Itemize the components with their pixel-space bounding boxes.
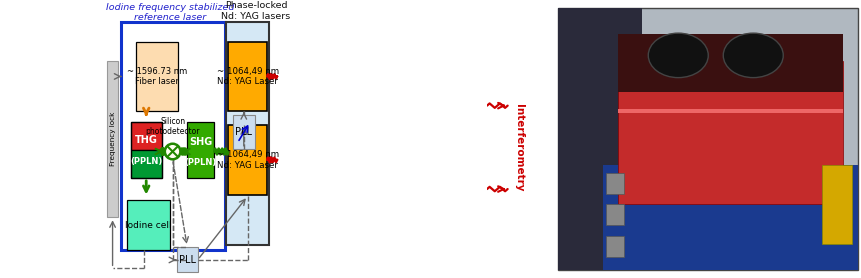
Bar bbox=[228, 42, 267, 111]
Bar bbox=[821, 165, 852, 244]
Text: Frequency lock: Frequency lock bbox=[109, 112, 115, 166]
Bar bbox=[228, 125, 267, 195]
Text: ~ 1064,49 nm
Nd: YAG Laser: ~ 1064,49 nm Nd: YAG Laser bbox=[216, 67, 278, 86]
Bar bbox=[186, 122, 214, 178]
Bar bbox=[617, 61, 842, 204]
Circle shape bbox=[164, 144, 180, 159]
Text: (PPLN): (PPLN) bbox=[184, 158, 216, 167]
Bar bbox=[605, 204, 623, 225]
Bar bbox=[131, 122, 161, 178]
Text: Phase-locked
Nd: YAG lasers: Phase-locked Nd: YAG lasers bbox=[221, 1, 290, 21]
Text: PLL: PLL bbox=[235, 127, 252, 137]
Bar bbox=[558, 8, 641, 270]
Bar bbox=[232, 115, 255, 149]
Bar bbox=[617, 34, 842, 92]
Text: Iodine cell: Iodine cell bbox=[125, 221, 171, 230]
Bar bbox=[127, 200, 170, 250]
Bar bbox=[558, 8, 858, 270]
Text: Silicon
photodetector: Silicon photodetector bbox=[146, 117, 200, 136]
Text: ~ 1064,49 nm
Nd: YAG Laser: ~ 1064,49 nm Nd: YAG Laser bbox=[216, 150, 278, 170]
Bar bbox=[131, 122, 161, 150]
Bar bbox=[107, 61, 118, 217]
Bar bbox=[136, 42, 178, 111]
Bar bbox=[605, 236, 623, 257]
Text: Iodine frequency stabilized
reference laser: Iodine frequency stabilized reference la… bbox=[106, 3, 233, 22]
Text: SHG: SHG bbox=[189, 137, 212, 147]
Text: THG: THG bbox=[134, 135, 158, 145]
Text: Interferometry: Interferometry bbox=[513, 104, 523, 191]
Bar bbox=[226, 22, 269, 245]
Bar bbox=[177, 247, 197, 272]
Circle shape bbox=[647, 33, 708, 78]
Text: ~ 1596.73 nm
Fiber laser: ~ 1596.73 nm Fiber laser bbox=[127, 67, 187, 86]
Circle shape bbox=[722, 33, 783, 78]
Bar bbox=[605, 173, 623, 194]
Text: (PPLN): (PPLN) bbox=[130, 157, 162, 166]
Bar bbox=[603, 165, 858, 270]
Bar bbox=[121, 22, 225, 250]
Bar bbox=[617, 109, 842, 113]
Bar bbox=[131, 150, 161, 178]
Text: PLL: PLL bbox=[178, 255, 195, 265]
